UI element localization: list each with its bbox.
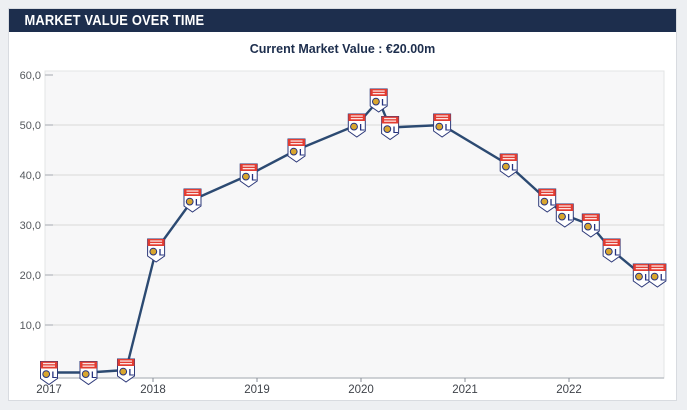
y-axis-tick-label: 60,0: [20, 70, 41, 82]
x-axis-year-label: 2022: [556, 384, 582, 396]
svg-text:L: L: [614, 247, 620, 257]
y-axis-tick-label: 40,0: [20, 170, 41, 182]
market-value-line-chart[interactable]: 10,0 20,0 30,0 40,0 50,0 60,0 2017 2018 2019 2020…: [9, 9, 678, 402]
data-point-marker ol-club-crest-icon[interactable]: L: [117, 358, 135, 383]
data-point-marker ol-club-crest-icon[interactable]: L: [40, 361, 58, 386]
y-axis-tick-label: 50,0: [20, 120, 41, 132]
svg-text:L: L: [445, 122, 451, 132]
data-point-marker ol-club-crest-icon[interactable]: L: [632, 263, 651, 288]
svg-text:L: L: [195, 197, 201, 207]
data-point-marker ol-club-crest-icon[interactable]: L: [239, 163, 258, 188]
data-point-marker ol-club-crest-icon[interactable]: L: [648, 263, 667, 288]
data-point-marker ol-club-crest-icon[interactable]: L: [183, 188, 202, 213]
data-point-marker ol-club-crest-icon[interactable]: L: [369, 88, 388, 113]
data-point-marker ol-club-crest-icon[interactable]: L: [602, 238, 621, 263]
x-axis-year-label: 2018: [140, 384, 166, 396]
data-point-marker ol-club-crest-icon[interactable]: L: [381, 116, 400, 141]
svg-text:L: L: [91, 370, 97, 380]
svg-text:L: L: [393, 125, 399, 135]
market-value-card: MARKET VALUE OVER TIME Current Market Va…: [8, 8, 677, 401]
svg-text:L: L: [129, 367, 135, 377]
data-point-marker ol-club-crest-icon[interactable]: L: [79, 361, 98, 386]
data-point-marker ol-club-crest-icon[interactable]: L: [538, 188, 557, 213]
chart-container: 10,0 20,0 30,0 40,0 50,0 60,0 2017 2018 2019 2020…: [9, 9, 678, 402]
x-axis-year-label: 2017: [36, 384, 62, 396]
svg-text:L: L: [660, 272, 666, 282]
data-point-marker ol-club-crest-icon[interactable]: L: [147, 238, 166, 263]
x-axis-year-label: 2021: [452, 384, 478, 396]
data-point-marker ol-club-crest-icon[interactable]: L: [555, 203, 574, 228]
current-market-value-label: Current Market Value : €20.00m: [249, 42, 436, 56]
svg-text:L: L: [593, 222, 599, 232]
data-point-marker ol-club-crest-icon[interactable]: L: [499, 153, 518, 178]
data-point-marker ol-club-crest-icon[interactable]: L: [287, 138, 306, 163]
x-axis-year-label: 2019: [244, 384, 270, 396]
svg-text:L: L: [52, 370, 58, 380]
svg-text:L: L: [299, 147, 305, 157]
svg-text:L: L: [251, 172, 257, 182]
svg-text:L: L: [359, 122, 365, 132]
section-header-bar: MARKET VALUE OVER TIME: [9, 9, 676, 32]
svg-text:L: L: [159, 247, 165, 257]
svg-text:L: L: [550, 197, 556, 207]
svg-text:L: L: [644, 272, 650, 282]
data-point-marker ol-club-crest-icon[interactable]: L: [433, 113, 452, 138]
y-axis-tick-label: 10,0: [20, 320, 41, 332]
section-title: MARKET VALUE OVER TIME: [24, 12, 205, 29]
svg-text:L: L: [381, 97, 387, 107]
data-point-marker ol-club-crest-icon[interactable]: L: [347, 113, 366, 138]
y-axis-tick-label: 30,0: [20, 220, 41, 232]
svg-text:L: L: [511, 162, 517, 172]
svg-text:L: L: [567, 212, 573, 222]
x-axis-year-label: 2020: [348, 384, 374, 396]
data-point-marker ol-club-crest-icon[interactable]: L: [581, 213, 600, 238]
y-axis-tick-label: 20,0: [20, 270, 41, 282]
